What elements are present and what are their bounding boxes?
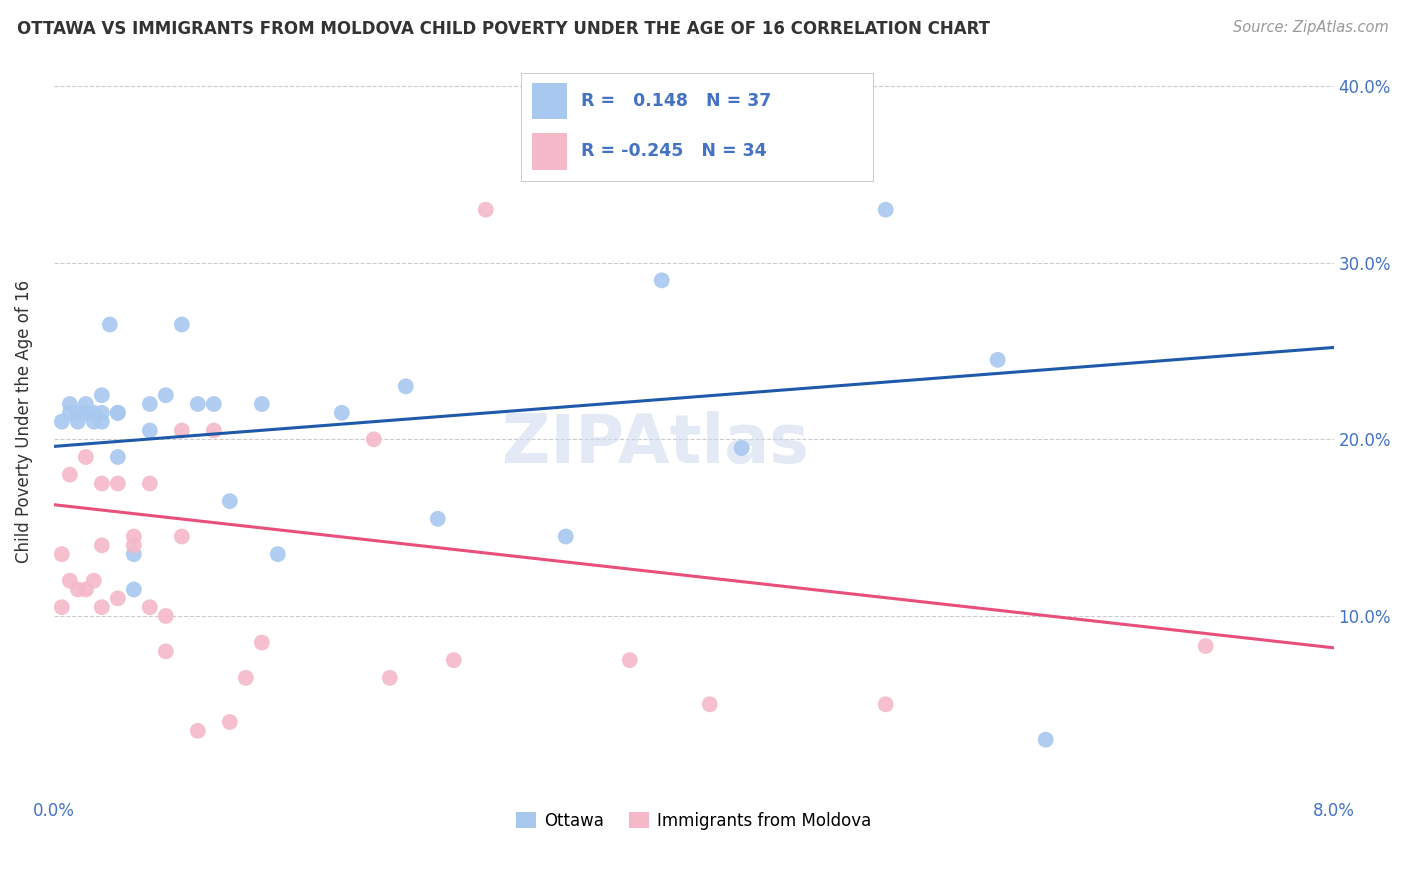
Point (90, 600, 112, 615)
Point (75, 406, 97, 420)
Point (1195, 639, 1218, 653)
Text: OTTAWA VS IMMIGRANTS FROM MOLDOVA CHILD POVERTY UNDER THE AGE OF 16 CORRELATION : OTTAWA VS IMMIGRANTS FROM MOLDOVA CHILD … (17, 20, 990, 37)
Point (202, 397, 225, 411)
Point (66, 582, 89, 597)
Point (90, 388, 112, 402)
Point (187, 397, 209, 411)
Point (1035, 732, 1057, 747)
Point (155, 644, 177, 658)
Point (363, 433, 385, 447)
Point (122, 582, 145, 597)
Point (122, 538, 145, 552)
Point (139, 397, 162, 411)
Point (98, 318, 121, 332)
Point (395, 379, 418, 393)
Point (139, 476, 162, 491)
Point (66, 406, 89, 420)
Point (155, 388, 177, 402)
Point (235, 671, 257, 685)
Point (83, 574, 105, 588)
Point (651, 273, 673, 287)
Point (474, 202, 496, 217)
Point (122, 529, 145, 543)
Point (699, 698, 721, 712)
Point (59, 467, 82, 482)
Point (66, 415, 89, 429)
Point (682, 123, 704, 137)
Point (59, 406, 82, 420)
Text: ZIPAtlas: ZIPAtlas (502, 411, 808, 477)
Point (202, 424, 225, 438)
Y-axis label: Child Poverty Under the Age of 16: Child Poverty Under the Age of 16 (15, 280, 32, 563)
Point (90, 476, 112, 491)
Point (443, 653, 465, 667)
Point (218, 494, 240, 508)
Point (731, 441, 754, 455)
Point (51, 415, 73, 429)
Point (83, 406, 105, 420)
Point (59, 397, 82, 411)
Point (51, 547, 73, 561)
Point (122, 547, 145, 561)
Point (170, 424, 193, 438)
Point (107, 476, 129, 491)
Point (83, 415, 105, 429)
Point (378, 671, 401, 685)
Point (170, 318, 193, 332)
Point (875, 698, 897, 712)
Point (330, 406, 353, 420)
Point (75, 450, 97, 464)
Point (139, 424, 162, 438)
Legend: Ottawa, Immigrants from Moldova: Ottawa, Immigrants from Moldova (509, 805, 879, 837)
Point (619, 653, 641, 667)
Text: Source: ZipAtlas.com: Source: ZipAtlas.com (1233, 20, 1389, 35)
Point (170, 529, 193, 543)
Point (426, 512, 449, 526)
Point (107, 406, 129, 420)
Point (875, 202, 897, 217)
Point (90, 538, 112, 552)
Point (187, 723, 209, 738)
Point (267, 547, 290, 561)
Point (218, 714, 240, 729)
Point (554, 529, 576, 543)
Point (250, 635, 273, 649)
Point (51, 600, 73, 615)
Point (250, 397, 273, 411)
Point (155, 609, 177, 624)
Point (90, 406, 112, 420)
Point (139, 600, 162, 615)
Point (59, 574, 82, 588)
Point (75, 582, 97, 597)
Point (107, 450, 129, 464)
Point (987, 352, 1010, 367)
Point (90, 415, 112, 429)
Point (107, 591, 129, 606)
Point (75, 397, 97, 411)
Point (107, 406, 129, 420)
